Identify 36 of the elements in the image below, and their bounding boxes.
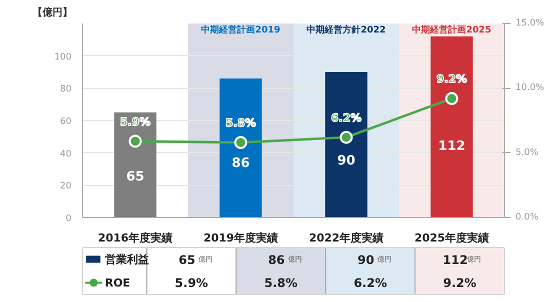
data-label: 5.9% (120, 115, 151, 128)
y2-tick-label: 15.0% (516, 18, 545, 28)
text: 9.2% (443, 276, 476, 290)
data-label: 65 (178, 252, 196, 267)
data-label: 6.2% (330, 111, 362, 124)
legend-label: 営業利益 (104, 252, 149, 266)
text: 112 (438, 139, 466, 154)
y-tick-label: 40 (60, 149, 72, 160)
y-tick-label: 0 (66, 214, 72, 224)
legend-label: ROE (104, 276, 130, 290)
text: 5.8% (264, 276, 298, 290)
data-label: 9.2% (436, 72, 468, 86)
text: 5.9% (174, 276, 208, 290)
data-label: 112 (442, 252, 468, 267)
text: 90 (337, 153, 356, 168)
band-label: 中期経営計画2019 (201, 24, 280, 36)
y-tick-label: 100 (54, 52, 72, 62)
y-tick-label: 80 (60, 84, 72, 95)
text: 6.2% (354, 276, 387, 290)
y2-tick-label: 10.0% (516, 83, 545, 94)
y-axis-title: 【億円】 (32, 6, 72, 18)
x-tick-label: 2016年度実績 (98, 232, 173, 244)
y-tick-label: 60 (60, 117, 72, 127)
x-tick-label: 2022年度実績 (308, 232, 384, 244)
y2-tick-label: 0.0% (516, 212, 539, 222)
y-tick-label: 20 (60, 182, 72, 192)
band-label: 中期経営計画2025 (412, 24, 492, 36)
data-label: 5.8% (225, 116, 256, 130)
text: 65 (126, 169, 144, 184)
data-label: 90 (358, 252, 374, 267)
x-tick-label: 2025年度実績 (414, 232, 490, 244)
x-tick-label: 2019年度実績 (203, 232, 278, 244)
data-label: 86 (268, 252, 285, 267)
text: 86 (232, 156, 250, 171)
band-label: 中期経営方針2022 (306, 24, 386, 36)
y2-tick-label: 5.0% (516, 148, 539, 158)
